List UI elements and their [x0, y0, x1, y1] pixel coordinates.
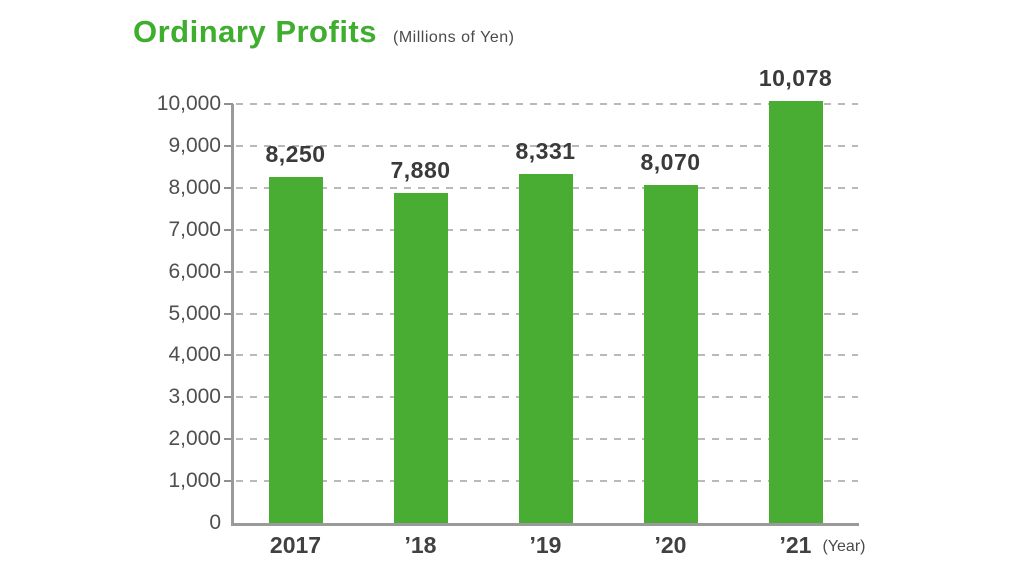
gridline — [236, 103, 858, 105]
y-tick-label: 10,000 — [156, 92, 221, 115]
y-axis-tick — [224, 480, 233, 483]
chart-units-label: (Millions of Yen) — [393, 29, 515, 46]
y-axis-tick — [224, 312, 233, 315]
y-axis-tick — [224, 270, 233, 273]
bar-value-label: 10,078 — [758, 64, 833, 91]
y-tick-label: 0 — [209, 511, 221, 534]
gridline — [236, 144, 858, 147]
chart-title: Ordinary Profits — [133, 14, 377, 49]
bar-value-label: 7,880 — [390, 156, 451, 183]
bar — [768, 100, 823, 523]
y-tick-label: 5,000 — [168, 301, 221, 325]
x-tick-label: 2017 — [269, 532, 322, 558]
x-tick-label: ’20 — [654, 532, 687, 558]
x-axis-line — [231, 523, 859, 526]
y-axis-tick — [224, 396, 233, 399]
bar-value-label: 8,331 — [515, 137, 576, 164]
bar — [393, 192, 448, 523]
y-axis-tick — [224, 144, 233, 147]
y-tick-label: 9,000 — [168, 133, 221, 157]
bar-value-label: 8,070 — [640, 148, 701, 175]
y-tick-label: 1,000 — [168, 469, 221, 493]
bar — [268, 177, 323, 523]
x-tick-label: ’21 — [779, 532, 812, 558]
x-tick-label: ’19 — [529, 532, 562, 558]
chart-header: Ordinary Profits (Millions of Yen) — [133, 14, 514, 50]
y-tick-label: 6,000 — [168, 259, 221, 283]
y-axis-tick — [224, 103, 233, 105]
y-axis-tick — [224, 354, 233, 357]
y-axis-tick — [224, 228, 233, 231]
y-tick-label: 3,000 — [168, 385, 221, 409]
y-tick-label: 2,000 — [168, 427, 221, 451]
x-tick-label: ’18 — [404, 532, 437, 558]
bar-value-label: 8,250 — [265, 141, 326, 168]
y-axis-line — [231, 104, 234, 525]
bar — [518, 173, 573, 523]
y-axis-tick — [224, 438, 233, 441]
bar — [643, 184, 698, 523]
y-tick-label: 7,000 — [168, 217, 221, 241]
x-axis-unit-label: (Year) — [822, 538, 866, 555]
y-axis-tick — [224, 186, 233, 189]
y-tick-label: 4,000 — [168, 343, 221, 367]
y-tick-label: 8,000 — [168, 175, 221, 199]
